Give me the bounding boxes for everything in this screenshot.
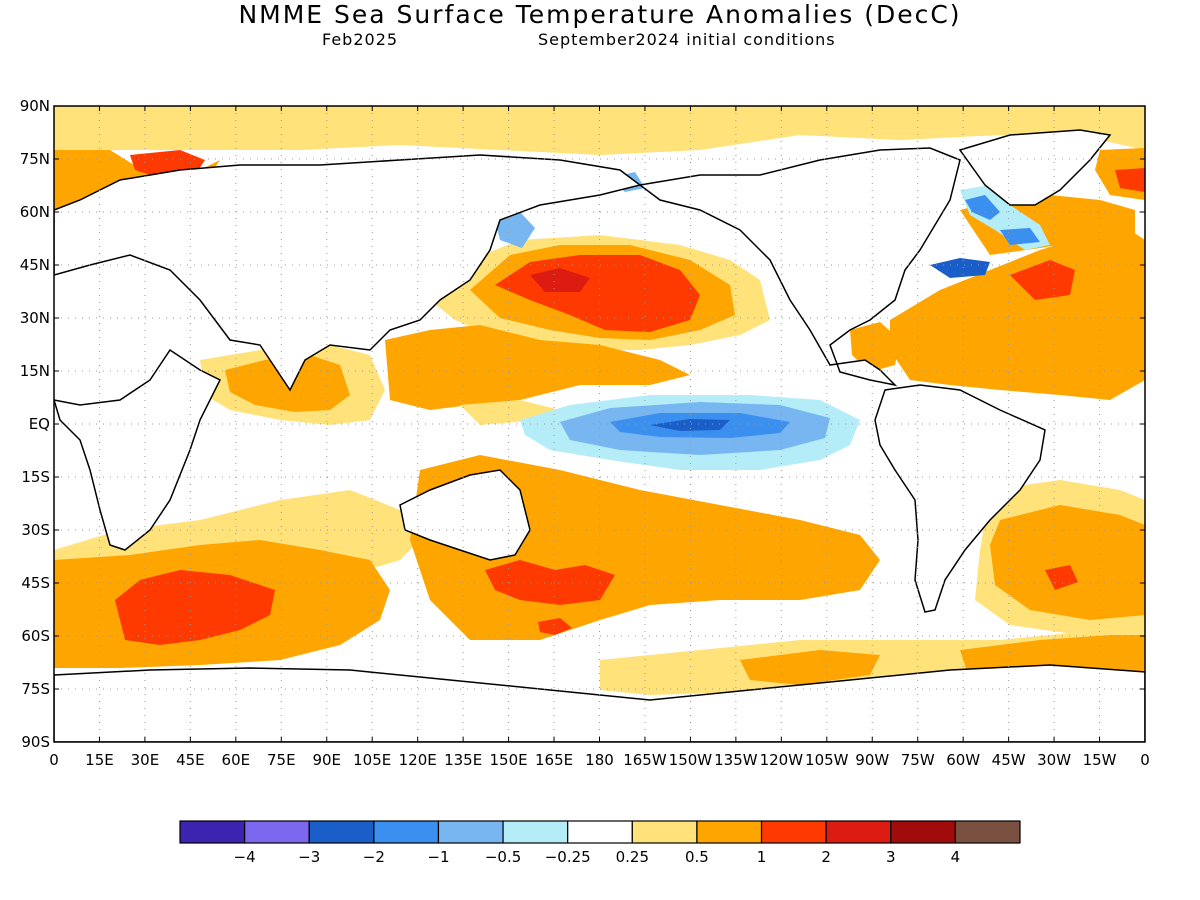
lon-tick-label: 0 [49,751,59,769]
legend-label: 0.25 [616,848,649,866]
anomaly-region [538,618,572,635]
lon-tick-label: 150E [490,751,528,769]
lat-tick-label: 45S [21,574,50,592]
lon-tick-label: 0 [1140,751,1150,769]
lon-tick-label: 75E [267,751,296,769]
anomaly-region [990,505,1145,620]
legend-swatch [631,820,698,844]
anomaly-region [54,106,1145,155]
greenland-outline [958,129,1112,206]
lon-tick-label: 45W [992,751,1026,769]
legend-swatch [373,820,440,844]
legend-swatch [308,820,375,844]
lat-tick-label: 75N [20,150,50,168]
legend-label: −0.5 [485,848,521,866]
anomaly-region [385,325,690,410]
lon-tick-label: 30E [131,751,160,769]
anomaly-region [965,195,1000,220]
color-legend: −4 −3 −2 −1 −0.5 −0.25 0.25 0.5 1 2 3 4 [179,820,1021,866]
legend-swatch [954,820,1021,844]
legend-label: −0.25 [545,848,591,866]
lon-tick-label: 15E [85,751,114,769]
legend-swatch [244,820,310,844]
lat-tick-label: EQ [29,415,50,433]
legend-swatch [437,820,504,844]
lat-tick-label: 15S [21,468,50,486]
lon-tick-label: 120W [760,751,804,769]
lon-tick-label: 90E [312,751,341,769]
valid-time-label: Feb2025 [322,30,399,49]
lon-tick-label: 15W [1083,751,1117,769]
anomaly-region [530,268,590,292]
legend-label: −3 [298,848,320,866]
lon-tick-label: 165W [623,751,667,769]
legend-label: 2 [821,848,831,866]
lon-tick-label: 180 [585,751,614,769]
legend-swatch [760,820,827,844]
initial-conditions-label: September2024 initial conditions [538,30,836,49]
lat-tick-label: 60S [21,627,50,645]
anomaly-region [890,230,1145,400]
lon-tick-label: 120E [399,751,437,769]
south-america-outline [874,384,1046,613]
legend-swatch [696,820,763,844]
lat-tick-label: 90S [21,733,50,751]
lon-tick-label: 60W [946,751,980,769]
legend-label: 0.5 [685,848,709,866]
anomaly-region [850,322,900,372]
gridlines [54,106,1145,742]
eurasia-outline [54,154,642,392]
africa-outline [54,348,222,551]
legend-label: −4 [234,848,256,866]
lat-tick-label: 30S [21,521,50,539]
anomaly-region [930,258,990,278]
anomaly-region [1045,565,1078,590]
legend-swatch [825,820,892,844]
lon-tick-label: 150W [669,751,713,769]
lat-tick-label: 30N [20,309,50,327]
legend-swatch [567,820,633,844]
map-title: NMME Sea Surface Temperature Anomalies (… [238,0,962,29]
lon-tick-label: 135E [444,751,482,769]
lon-tick-label: 105W [805,751,849,769]
anomaly-region [650,419,730,431]
lat-tick-label: 90N [20,97,50,115]
legend-label: 1 [757,848,767,866]
anomaly-region [485,560,615,605]
anomaly-region [1115,168,1145,192]
lat-tick-label: 15N [20,362,50,380]
anomaly-region [740,650,880,685]
antarctica-outline [54,664,1145,742]
lat-tick-label: 75S [21,680,50,698]
lon-tick-label: 45E [176,751,205,769]
lon-tick-label: 135W [714,751,758,769]
legend-label: −1 [427,848,449,866]
legend-swatch [890,820,956,844]
legend-swatch [502,820,569,844]
lon-tick-label: 30W [1037,751,1071,769]
lon-tick-label: 75W [901,751,935,769]
legend-label: 4 [951,848,961,866]
lon-tick-label: 60E [222,751,251,769]
lat-tick-label: 45N [20,256,50,274]
legend-label: −2 [363,848,385,866]
anomaly-region [1000,228,1040,245]
north-america-outline [638,147,961,387]
lon-tick-label: 165E [535,751,573,769]
lon-tick-label: 90W [855,751,889,769]
lon-tick-label: 105E [353,751,391,769]
anomaly-region [1010,260,1075,300]
legend-label: 3 [886,848,896,866]
legend-swatch [179,820,246,844]
anomaly-region [115,570,275,645]
anomaly-region [495,212,535,248]
lat-tick-label: 60N [20,203,50,221]
